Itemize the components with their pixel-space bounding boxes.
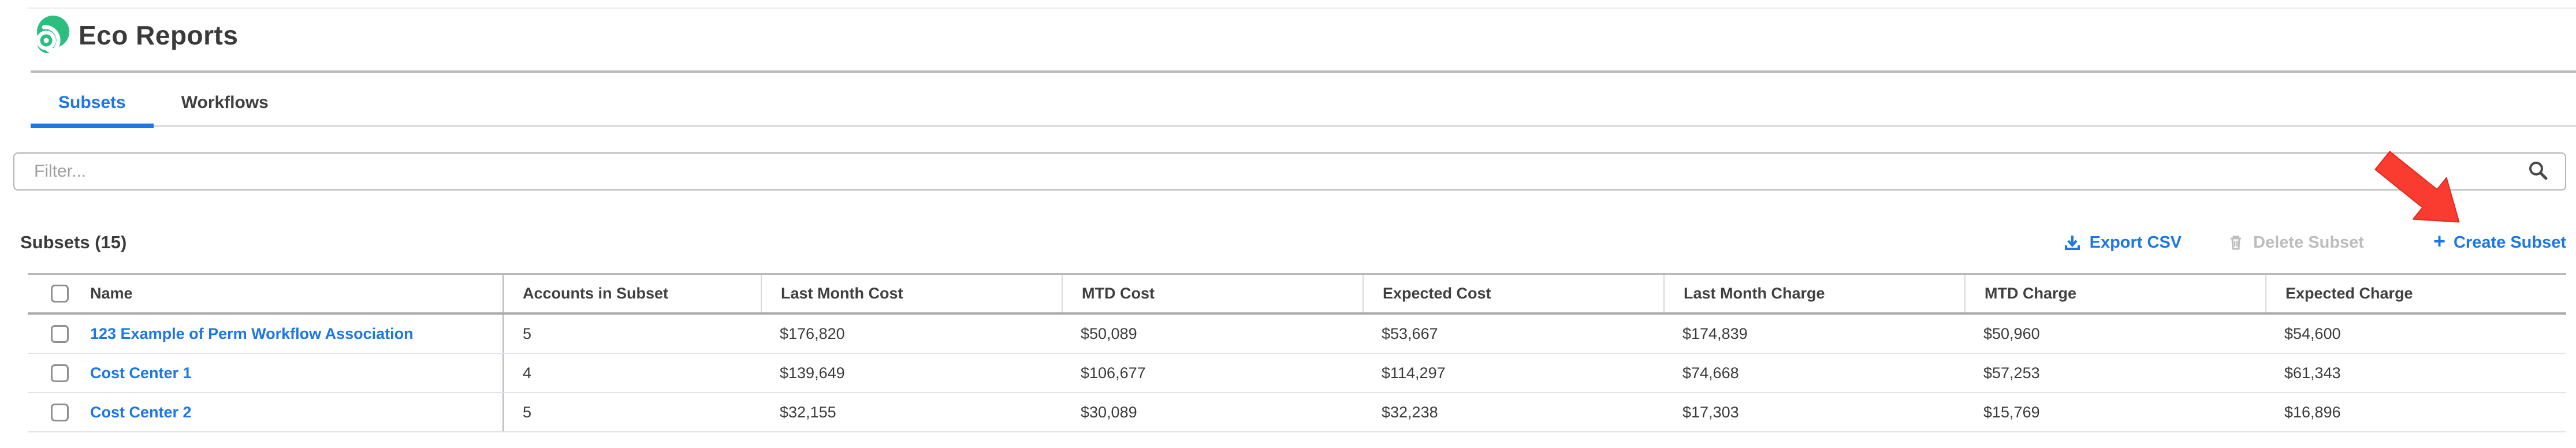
create-subset-label: Create Subset [2454,233,2566,252]
filter-input[interactable] [14,154,2527,189]
header-mtd-cost: MTD Cost [1062,275,1363,312]
cell-mtd-cost: $106,677 [1062,354,1363,392]
cell-mtd-charge: $50,960 [1964,315,2265,353]
download-icon [2063,233,2082,252]
section-header: Subsets (15) Export CSV Delete Subset [20,229,2566,256]
plus-icon: + [2433,231,2445,252]
table-row: Cost Center 2 5 $32,155 $30,089 $32,238 … [28,393,2566,432]
page-title: Eco Reports [79,20,238,51]
cell-last-month-charge: $17,303 [1663,393,1964,431]
cell-expected-cost: $32,238 [1363,393,1663,431]
delete-subset-label: Delete Subset [2253,233,2364,252]
cell-last-month-cost: $139,649 [761,354,1062,392]
header-name: Name [28,275,502,312]
cell-last-month-cost: $176,820 [761,315,1062,353]
header-expected-charge: Expected Charge [2265,275,2566,312]
row-checkbox[interactable] [51,364,69,382]
subsets-table: Name Accounts in Subset Last Month Cost … [28,273,2566,432]
export-csv-button[interactable]: Export CSV [2063,233,2182,252]
cell-name: Cost Center 2 [28,393,502,431]
eco-logo-icon [32,15,70,54]
cell-expected-charge: $61,343 [2265,354,2566,392]
section-title: Subsets (15) [20,232,126,253]
filter-box [13,152,2566,191]
row-checkbox[interactable] [51,325,69,343]
cell-mtd-cost: $30,089 [1062,393,1363,431]
row-checkbox[interactable] [51,404,69,421]
trash-icon [2227,233,2245,252]
cell-accounts: 4 [502,354,761,392]
cell-last-month-charge: $174,839 [1663,315,1964,353]
subset-name-link[interactable]: 123 Example of Perm Workflow Association [90,325,414,343]
subset-name-link[interactable]: Cost Center 1 [90,364,192,382]
cell-mtd-cost: $50,089 [1062,315,1363,353]
cell-name: 123 Example of Perm Workflow Association [28,315,502,353]
header-divider [31,70,2576,73]
tab-workflows-label: Workflows [181,93,269,113]
subset-name-link[interactable]: Cost Center 2 [90,404,192,421]
cell-expected-charge: $16,896 [2265,393,2566,431]
panel-top-border [27,8,2576,9]
header-accounts-in-subset: Accounts in Subset [502,275,761,312]
select-all-checkbox[interactable] [51,285,69,303]
delete-subset-button[interactable]: Delete Subset [2227,233,2364,252]
header-mtd-charge: MTD Charge [1964,275,2265,312]
tab-workflows[interactable]: Workflows [154,80,296,125]
tab-subsets[interactable]: Subsets [31,80,154,125]
tab-subsets-label: Subsets [58,93,126,113]
action-buttons: Export CSV Delete Subset + Create Subset [2063,232,2566,253]
cell-last-month-charge: $74,668 [1663,354,1964,392]
export-csv-label: Export CSV [2090,233,2182,252]
search-icon [2527,160,2550,183]
cell-name: Cost Center 1 [28,354,502,392]
cell-expected-cost: $53,667 [1363,315,1663,353]
cell-accounts: 5 [502,393,761,431]
header-expected-cost: Expected Cost [1363,275,1663,312]
header-last-month-cost: Last Month Cost [761,275,1062,312]
cell-expected-cost: $114,297 [1363,354,1663,392]
cell-last-month-cost: $32,155 [761,393,1062,431]
table-header-row: Name Accounts in Subset Last Month Cost … [28,273,2566,315]
tab-bar: Subsets Workflows [31,80,2576,127]
header-last-month-charge: Last Month Charge [1663,275,1964,312]
create-subset-button[interactable]: + Create Subset [2433,232,2566,253]
header-name-label: Name [90,285,133,303]
table-row: 123 Example of Perm Workflow Association… [28,315,2566,354]
cell-mtd-charge: $15,769 [1964,393,2265,431]
cell-expected-charge: $54,600 [2265,315,2566,353]
table-row: Cost Center 1 4 $139,649 $106,677 $114,2… [28,354,2566,393]
cell-accounts: 5 [502,315,761,353]
cell-mtd-charge: $57,253 [1964,354,2265,392]
